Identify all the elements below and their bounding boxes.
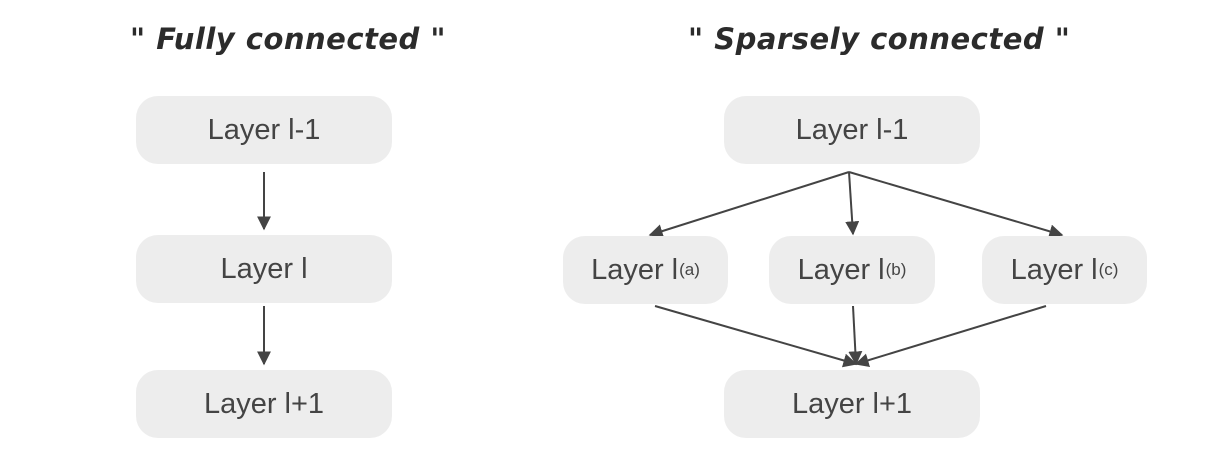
- sc-node-layer-next: Layer l+1: [724, 370, 980, 438]
- sc-node-branch-a: Layer l (a): [563, 236, 728, 304]
- fc-node-layer-next-label: Layer l+1: [203, 387, 325, 420]
- edge-sc-prev-to-c: [848, 171, 1064, 239]
- sc-node-branch-b-subscript: (b): [885, 260, 907, 279]
- sc-node-layer-prev: Layer l-1: [724, 96, 980, 164]
- sc-node-layer-next-label: Layer l+1: [791, 387, 913, 420]
- sc-node-branch-c: Layer l (c): [982, 236, 1147, 304]
- fc-node-layer-next: Layer l+1: [136, 370, 392, 438]
- sc-node-branch-b: Layer l (b): [769, 236, 935, 304]
- fc-node-layer-prev-label: Layer l-1: [207, 113, 321, 146]
- edge-sc-a-to-next: [654, 305, 858, 368]
- edge-sc-c-to-next: [854, 305, 1047, 368]
- fc-node-layer-prev: Layer l-1: [136, 96, 392, 164]
- sc-node-branch-b-label: Layer l: [797, 253, 885, 286]
- edge-sc-prev-to-a: [648, 171, 850, 238]
- sc-node-branch-a-subscript: (a): [679, 260, 700, 279]
- sparsely-connected-title: " Sparsely connected ": [688, 22, 1071, 56]
- sc-node-layer-prev-label: Layer l-1: [795, 113, 909, 146]
- fully-connected-title: " Fully connected ": [130, 22, 447, 56]
- edge-sc-b-to-next: [848, 305, 863, 366]
- sc-node-branch-c-label: Layer l: [1010, 253, 1098, 286]
- sc-node-branch-c-subscript: (c): [1098, 260, 1119, 279]
- fc-node-layer-mid-label: Layer l: [220, 252, 308, 285]
- edge-sc-prev-to-b: [845, 171, 860, 236]
- fc-node-layer-mid: Layer l: [136, 235, 392, 303]
- sc-node-branch-a-label: Layer l: [591, 253, 679, 286]
